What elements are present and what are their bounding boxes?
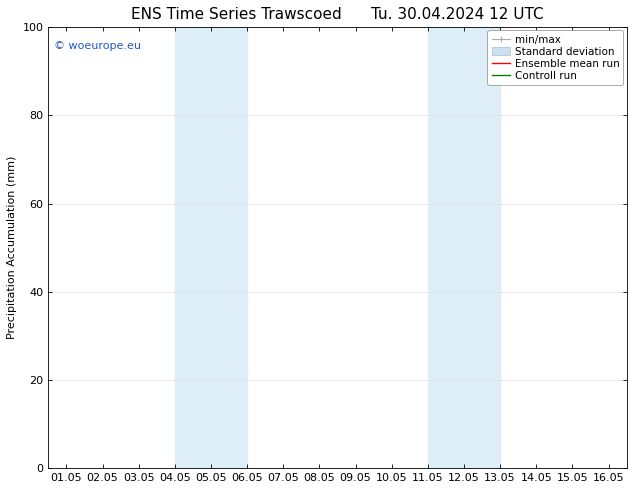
Legend: min/max, Standard deviation, Ensemble mean run, Controll run: min/max, Standard deviation, Ensemble me… <box>488 30 623 85</box>
Y-axis label: Precipitation Accumulation (mm): Precipitation Accumulation (mm) <box>7 156 17 340</box>
Title: ENS Time Series Trawscoed      Tu. 30.04.2024 12 UTC: ENS Time Series Trawscoed Tu. 30.04.2024… <box>131 7 544 22</box>
Bar <box>428 27 500 468</box>
Text: © woeurope.eu: © woeurope.eu <box>54 41 141 50</box>
Bar <box>175 27 247 468</box>
